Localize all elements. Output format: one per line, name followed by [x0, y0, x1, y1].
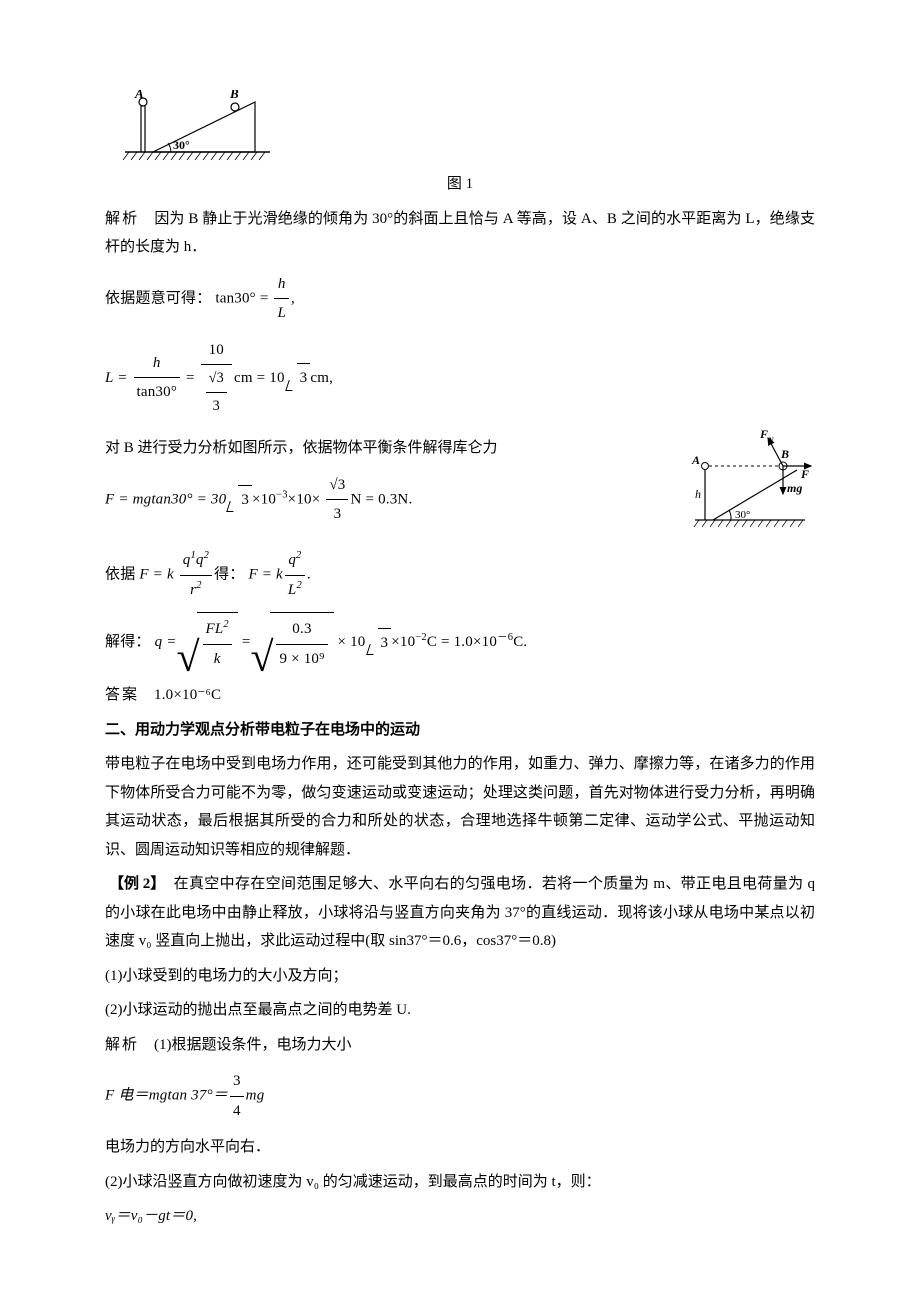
eq1-lhs: tan30° =	[215, 290, 268, 306]
eq-vy: vᵧ＝v₀－gt＝0,	[105, 1202, 815, 1231]
section-2-body: 带电粒子在电场中受到电场力作用，还可能受到其他力的作用，如重力、弹力、摩擦力等，…	[105, 750, 815, 864]
svg-text:B: B	[780, 447, 789, 461]
eq-Fe: F 电＝mgtan 37°＝ 3 4 mg	[105, 1067, 815, 1125]
eq1-frac: h L	[274, 270, 289, 328]
figure-1: A B 30°	[105, 90, 815, 170]
eq-F: F = mgtan30° = 303×10−3×10× √3 3 N = 0.3…	[105, 471, 655, 529]
sol2-3: (2)小球沿竖直方向做初速度为 v₀ 的匀减速运动，到最高点的时间为 t，则：	[105, 1168, 815, 1197]
example-2-body: 在真空中存在空间范围足够大、水平向右的匀强电场．若将一个质量为 m、带正电且电荷…	[105, 876, 815, 949]
svg-text:F: F	[800, 467, 809, 481]
figure-1-caption: 图 1	[105, 170, 815, 199]
svg-text:B: B	[229, 90, 239, 101]
section-2-title: 二、用动力学观点分析带电粒子在电场中的运动	[105, 716, 815, 745]
solution-intro: 解析 因为 B 静止于光滑绝缘的倾角为 30°的斜面上且恰与 A 等高，设 A、…	[105, 205, 815, 262]
s2-text: 对 B 进行受力分析如图所示，依据物体平衡条件解得库仑力	[105, 434, 655, 463]
example-2-label: 【例 2】	[105, 875, 169, 895]
solution-label-2: 解析	[105, 1037, 139, 1053]
answer-value: 1.0×10⁻⁶C	[154, 687, 221, 703]
svg-text:30°: 30°	[735, 509, 750, 521]
svg-text:mg: mg	[787, 481, 802, 495]
solution-2: 解析 (1)根据题设条件，电场力大小	[105, 1031, 815, 1060]
question-1: (1)小球受到的电场力的大小及方向；	[105, 962, 815, 991]
sol2-2: 电场力的方向水平向右．	[105, 1133, 815, 1162]
svg-text:h: h	[695, 487, 701, 501]
svg-text:A: A	[134, 90, 144, 101]
eq-q: 解得： q = FL2 k = 0.3 9 × 10⁹ × 103×10−2C …	[105, 612, 815, 673]
solution-text-1: 因为 B 静止于光滑绝缘的倾角为 30°的斜面上且恰与 A 等高，设 A、B 之…	[105, 211, 815, 256]
eq-intro: 依据题意可得：	[105, 290, 211, 306]
figure-1-svg: A B 30°	[105, 90, 285, 170]
sol2-1: (1)根据题设条件，电场力大小	[154, 1037, 352, 1053]
eq2-prefix: L =	[105, 369, 128, 385]
figure-2: h 30° A B FN F mg	[665, 428, 815, 538]
svg-text:A: A	[691, 453, 700, 467]
answer-line: 答案 1.0×10⁻⁶C	[105, 681, 815, 710]
eq-coulomb: 依据 F = k q1q2 r2 得： F = k q2 L2 .	[105, 546, 815, 604]
solution-label: 解析	[105, 211, 139, 227]
example-2: 【例 2】在真空中存在空间范围足够大、水平向右的匀强电场．若将一个质量为 m、带…	[105, 870, 815, 956]
eq2-f2: 10 √√33 3	[201, 336, 232, 421]
svg-text:30°: 30°	[173, 138, 190, 152]
eq-L: L = h tan30° = 10 √√33 3 cm = 103cm,	[105, 336, 815, 421]
question-2: (2)小球运动的抛出点至最高点之间的电势差 U.	[105, 996, 815, 1025]
svg-text:FN: FN	[759, 428, 775, 445]
force-analysis-row: 对 B 进行受力分析如图所示，依据物体平衡条件解得库仑力 F = mgtan30…	[105, 428, 815, 538]
eq2-f1: h tan30°	[134, 349, 181, 407]
eq-tan30: 依据题意可得： tan30° = h L ,	[105, 270, 815, 328]
answer-label: 答案	[105, 687, 139, 703]
